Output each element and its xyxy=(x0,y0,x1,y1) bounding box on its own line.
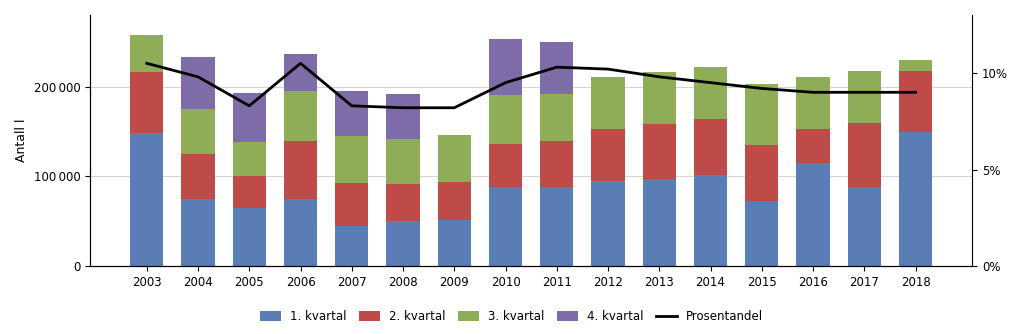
Prosentandel xyxy=(602,67,614,71)
Bar xyxy=(387,184,419,221)
Line: Prosentandel: Prosentandel xyxy=(146,63,916,108)
Bar xyxy=(848,70,881,123)
Bar xyxy=(540,141,574,187)
Bar xyxy=(540,94,574,141)
Bar xyxy=(130,133,164,266)
Bar xyxy=(283,199,317,266)
Bar xyxy=(899,70,932,132)
Prosentandel xyxy=(448,106,460,110)
Bar xyxy=(181,109,215,154)
Bar xyxy=(438,135,471,182)
Bar xyxy=(642,71,676,124)
Bar xyxy=(438,182,471,219)
Y-axis label: Antall l: Antall l xyxy=(15,119,28,162)
Bar xyxy=(336,183,368,226)
Bar xyxy=(130,35,164,72)
Prosentandel xyxy=(243,104,256,108)
Bar xyxy=(694,175,727,266)
Bar xyxy=(181,154,215,199)
Bar xyxy=(336,136,368,183)
Bar xyxy=(642,124,676,179)
Prosentandel xyxy=(295,61,307,65)
Bar xyxy=(796,77,830,129)
Bar xyxy=(336,226,368,266)
Bar xyxy=(130,72,164,133)
Bar xyxy=(540,187,574,266)
Bar xyxy=(232,208,266,266)
Bar xyxy=(232,142,266,176)
Prosentandel xyxy=(705,80,717,85)
Bar xyxy=(591,129,625,181)
Prosentandel xyxy=(909,90,922,94)
Bar xyxy=(745,84,779,145)
Prosentandel xyxy=(397,106,409,110)
Prosentandel xyxy=(756,87,768,91)
Bar xyxy=(796,129,830,163)
Bar xyxy=(745,145,779,201)
Prosentandel xyxy=(346,104,358,108)
Bar xyxy=(489,187,522,266)
Prosentandel xyxy=(653,75,665,79)
Bar xyxy=(848,123,881,187)
Bar xyxy=(591,77,625,129)
Bar xyxy=(387,139,419,184)
Prosentandel xyxy=(140,61,152,65)
Bar xyxy=(232,176,266,208)
Legend: 1. kvartal, 2. kvartal, 3. kvartal, 4. kvartal, Prosentandel: 1. kvartal, 2. kvartal, 3. kvartal, 4. k… xyxy=(255,306,768,328)
Prosentandel xyxy=(858,90,871,94)
Prosentandel xyxy=(192,75,205,79)
Bar xyxy=(283,91,317,141)
Prosentandel xyxy=(550,65,563,69)
Bar xyxy=(336,91,368,136)
Bar xyxy=(232,93,266,142)
Prosentandel xyxy=(499,80,512,85)
Bar xyxy=(438,219,471,266)
Bar xyxy=(796,163,830,266)
Bar xyxy=(489,39,522,95)
Bar xyxy=(283,141,317,199)
Bar xyxy=(694,67,727,119)
Bar xyxy=(694,119,727,175)
Bar xyxy=(181,57,215,109)
Bar xyxy=(489,144,522,187)
Bar xyxy=(387,221,419,266)
Bar xyxy=(642,179,676,266)
Bar xyxy=(387,94,419,139)
Bar xyxy=(489,95,522,144)
Bar xyxy=(745,201,779,266)
Bar xyxy=(591,181,625,266)
Bar xyxy=(848,187,881,266)
Bar xyxy=(181,199,215,266)
Prosentandel xyxy=(807,90,819,94)
Bar xyxy=(899,132,932,266)
Bar xyxy=(899,60,932,70)
Bar xyxy=(283,53,317,91)
Bar xyxy=(540,42,574,94)
